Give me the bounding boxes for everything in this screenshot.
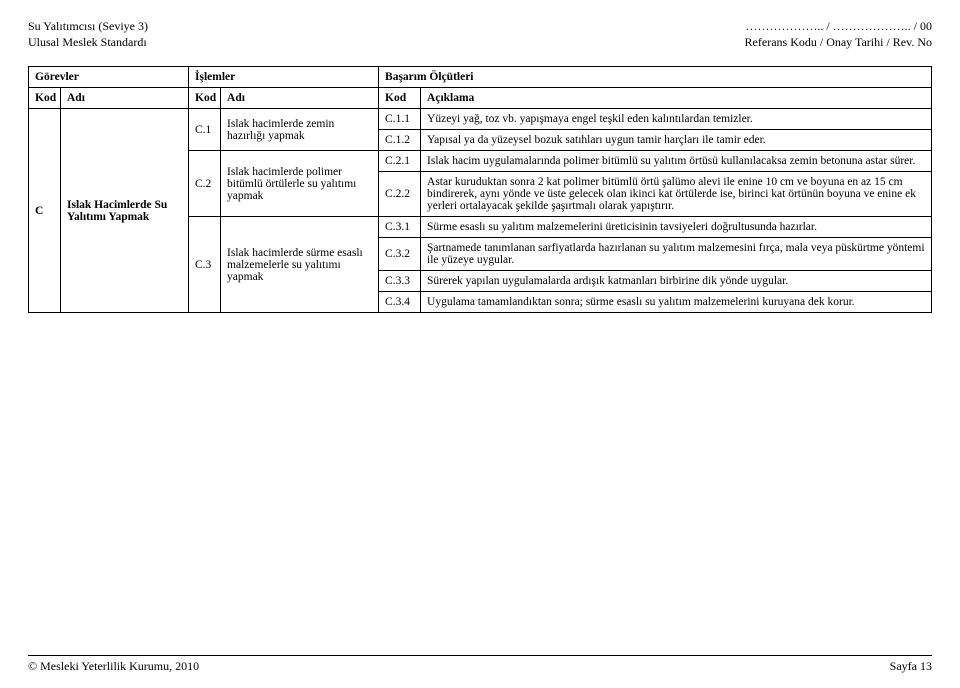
th-aciklama: Açıklama xyxy=(421,88,932,109)
header-left-line1: Su Yalıtımcısı (Seviye 3) xyxy=(28,19,148,33)
th-gorevler: Görevler xyxy=(29,67,189,88)
crit-c22-text: Astar kuruduktan sonra 2 kat polimer bit… xyxy=(421,172,932,217)
op-c3-adi: Islak hacimlerde sürme esaslı malzemeler… xyxy=(221,217,379,313)
crit-c21-text: Islak hacim uygulamalarında polimer bitü… xyxy=(421,151,932,172)
table-header-row-2: Kod Adı Kod Adı Kod Açıklama xyxy=(29,88,932,109)
crit-c31-text: Sürme esaslı su yalıtım malzemelerini ür… xyxy=(421,217,932,238)
op-c1-kod: C.1 xyxy=(189,109,221,151)
crit-c34-text: Uygulama tamamlandıktan sonra; sürme esa… xyxy=(421,292,932,313)
page: Su Yalıtımcısı (Seviye 3) Ulusal Meslek … xyxy=(0,0,960,688)
crit-c11-text: Yüzeyi yağ, toz vb. yapışmaya engel teşk… xyxy=(421,109,932,130)
th-kod-3: Kod xyxy=(379,88,421,109)
crit-c12-text: Yapısal ya da yüzeysel bozuk satıhları u… xyxy=(421,130,932,151)
crit-c12-kod: C.1.2 xyxy=(379,130,421,151)
crit-c33-text: Sürerek yapılan uygulamalarda ardışık ka… xyxy=(421,271,932,292)
crit-c33-kod: C.3.3 xyxy=(379,271,421,292)
op-c3-kod: C.3 xyxy=(189,217,221,313)
crit-c32-kod: C.3.2 xyxy=(379,238,421,271)
table-row: C Islak Hacimlerde Su Yalıtımı Yapmak C.… xyxy=(29,109,932,130)
th-kod-1: Kod xyxy=(29,88,61,109)
header-left: Su Yalıtımcısı (Seviye 3) Ulusal Meslek … xyxy=(28,18,148,50)
op-c1-adi: Islak hacimlerde zemin hazırlığı yapmak xyxy=(221,109,379,151)
th-islemler: İşlemler xyxy=(189,67,379,88)
page-header: Su Yalıtımcısı (Seviye 3) Ulusal Meslek … xyxy=(28,18,932,50)
header-right: ……………….. / ……………….. / 00 Referans Kodu /… xyxy=(745,18,932,50)
th-adi-2: Adı xyxy=(221,88,379,109)
op-c2-kod: C.2 xyxy=(189,151,221,217)
task-adi: Islak Hacimlerde Su Yalıtımı Yapmak xyxy=(61,109,189,313)
page-footer: © Mesleki Yeterlilik Kurumu, 2010 Sayfa … xyxy=(28,655,932,674)
header-right-line2: Referans Kodu / Onay Tarihi / Rev. No xyxy=(745,35,932,49)
footer-right: Sayfa 13 xyxy=(890,659,932,674)
crit-c11-kod: C.1.1 xyxy=(379,109,421,130)
th-kod-2: Kod xyxy=(189,88,221,109)
header-left-line2: Ulusal Meslek Standardı xyxy=(28,35,147,49)
task-kod: C xyxy=(29,109,61,313)
crit-c32-text: Şartnamede tanımlanan sarfiyatlarda hazı… xyxy=(421,238,932,271)
table-header-row-1: Görevler İşlemler Başarım Ölçütleri xyxy=(29,67,932,88)
crit-c31-kod: C.3.1 xyxy=(379,217,421,238)
th-basarim: Başarım Ölçütleri xyxy=(379,67,932,88)
crit-c21-kod: C.2.1 xyxy=(379,151,421,172)
footer-left: © Mesleki Yeterlilik Kurumu, 2010 xyxy=(28,659,199,674)
criteria-table: Görevler İşlemler Başarım Ölçütleri Kod … xyxy=(28,66,932,313)
header-right-line1: ……………….. / ……………….. / 00 xyxy=(745,19,932,33)
crit-c34-kod: C.3.4 xyxy=(379,292,421,313)
crit-c22-kod: C.2.2 xyxy=(379,172,421,217)
th-adi-1: Adı xyxy=(61,88,189,109)
op-c2-adi: Islak hacimlerde polimer bitümlü örtüler… xyxy=(221,151,379,217)
